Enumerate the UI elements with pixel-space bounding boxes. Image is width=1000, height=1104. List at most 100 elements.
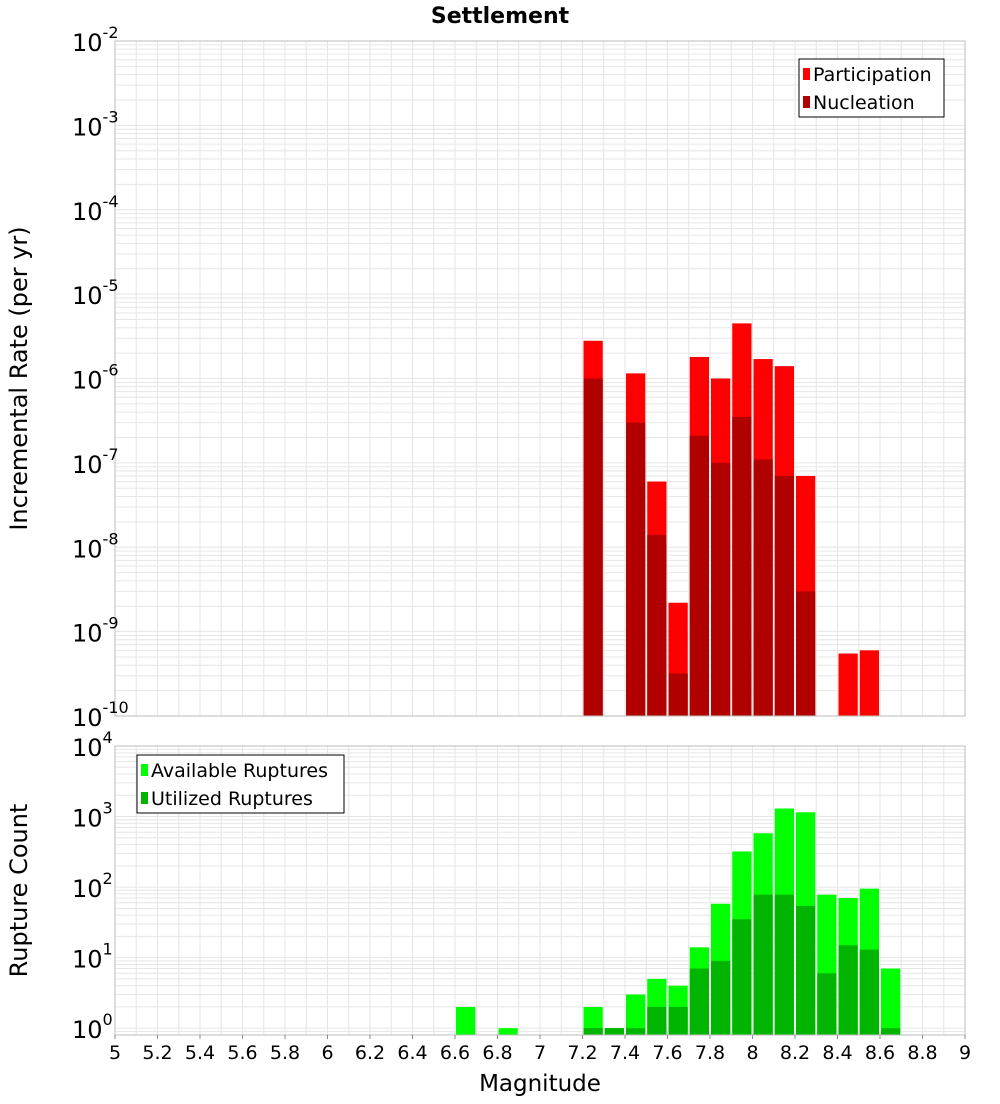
bar-utilized-ruptures (838, 945, 858, 1035)
bar-nucleation (583, 378, 603, 716)
x-tick-label: 6 (321, 1042, 333, 1064)
y-tick-label: 10-9 (72, 614, 119, 648)
x-tick-label: 6.6 (440, 1042, 470, 1064)
y-axis-label: Rupture Count (5, 804, 33, 978)
y-tick-base: 10 (72, 620, 103, 648)
y-tick-exponent: 0 (103, 1010, 113, 1029)
bar-utilized-ruptures (583, 1028, 603, 1035)
legend-swatch (141, 792, 148, 804)
bar-participation (838, 653, 858, 716)
y-tick-label: 101 (72, 940, 113, 974)
legend-entry: Nucleation (813, 92, 915, 114)
y-tick-exponent: -5 (103, 276, 119, 295)
y-tick-label: 10-5 (72, 276, 119, 310)
y-tick-exponent: -3 (103, 107, 119, 126)
y-tick-exponent: 3 (103, 799, 113, 818)
x-tick-label: 8.4 (822, 1042, 852, 1064)
y-tick-label: 10-7 (72, 445, 119, 479)
y-tick-base: 10 (72, 946, 103, 974)
bar-nucleation (753, 459, 773, 716)
x-tick-label: 7.8 (695, 1042, 725, 1064)
bar-nucleation (732, 416, 752, 716)
x-tick-label: 7.6 (652, 1042, 682, 1064)
x-tick-label: 8.2 (780, 1042, 810, 1064)
x-tick-label: 8.6 (865, 1042, 895, 1064)
y-tick-exponent: -7 (103, 445, 119, 464)
y-tick-base: 10 (72, 805, 103, 833)
plot-frame (114, 40, 966, 717)
y-tick-label: 10-4 (72, 192, 119, 226)
y-tick-label: 103 (72, 799, 113, 833)
legend-swatch (803, 68, 810, 80)
x-tick-label: 5.4 (185, 1042, 215, 1064)
x-tick-label: 5.6 (227, 1042, 257, 1064)
y-tick-exponent: 4 (103, 728, 113, 747)
bar-utilized-ruptures (753, 894, 773, 1035)
bar-utilized-ruptures (689, 968, 709, 1035)
y-tick-base: 10 (72, 29, 103, 57)
x-tick-label: 8.8 (907, 1042, 937, 1064)
bar-utilized-ruptures (711, 960, 731, 1035)
y-tick-base: 10 (72, 535, 103, 563)
bar-utilized-ruptures (647, 1006, 667, 1035)
bar-utilized-ruptures (796, 905, 816, 1035)
top-panel: 10-1010-910-810-710-610-510-410-310-2Inc… (5, 23, 966, 732)
bar-utilized-ruptures (604, 1028, 624, 1035)
y-tick-base: 10 (72, 704, 103, 732)
bar-nucleation (796, 591, 816, 716)
chart-title: Settlement (431, 4, 570, 29)
y-tick-exponent: -10 (103, 698, 129, 717)
x-tick-label: 7.2 (567, 1042, 597, 1064)
x-tick-label: 7 (534, 1042, 546, 1064)
y-tick-label: 104 (72, 728, 113, 762)
bar-available-ruptures (583, 1006, 603, 1035)
legend-box (798, 58, 945, 118)
bar-utilized-ruptures (817, 973, 837, 1035)
legend-swatch (803, 96, 810, 108)
x-tick-label: 5.2 (142, 1042, 172, 1064)
bar-nucleation (668, 673, 688, 716)
y-tick-base: 10 (72, 451, 103, 479)
y-tick-base: 10 (72, 734, 103, 762)
bar-nucleation (711, 462, 731, 716)
y-tick-base: 10 (72, 113, 103, 141)
bar-utilized-ruptures (881, 1028, 901, 1035)
bar-available-ruptures (498, 1028, 518, 1035)
y-tick-label: 10-2 (72, 23, 119, 57)
bar-nucleation (647, 534, 667, 716)
y-tick-label: 10-3 (72, 107, 119, 141)
bar-utilized-ruptures (774, 894, 794, 1035)
x-tick-labels: 5 5.2 5.4 5.6 5.8 6 6.2 6.4 6.6 6.8 7 7.2 7.4 7.6 7.8 8… (109, 1035, 971, 1064)
x-tick-label: 6.4 (397, 1042, 427, 1064)
bar-utilized-ruptures (668, 1006, 688, 1035)
y-tick-base: 10 (72, 875, 103, 903)
legend-entry: Utilized Ruptures (151, 788, 313, 810)
y-tick-exponent: -6 (103, 361, 119, 380)
legend: Participation Nucleation (798, 58, 945, 118)
x-tick-label: 5 (109, 1042, 121, 1064)
y-tick-label: 100 (72, 1010, 113, 1044)
series-utilized-ruptures (583, 894, 901, 1035)
y-tick-exponent: -2 (103, 23, 119, 42)
y-tick-label: 10-6 (72, 361, 119, 395)
x-tick-label: 6.8 (482, 1042, 512, 1064)
legend-entry: Available Ruptures (151, 760, 328, 782)
bar-nucleation (774, 475, 794, 716)
y-tick-base: 10 (72, 198, 103, 226)
y-tick-exponent: 1 (103, 940, 113, 959)
bar-available-ruptures (456, 1006, 476, 1035)
bar-available-ruptures (626, 994, 646, 1035)
bar-utilized-ruptures (859, 949, 879, 1035)
bar-utilized-ruptures (626, 1028, 646, 1035)
y-tick-exponent: 2 (103, 869, 113, 888)
bar-participation (859, 650, 879, 716)
x-tick-label: 7.4 (610, 1042, 640, 1064)
y-tick-base: 10 (72, 1016, 103, 1044)
x-tick-label: 6.2 (355, 1042, 385, 1064)
bar-nucleation (626, 422, 646, 716)
